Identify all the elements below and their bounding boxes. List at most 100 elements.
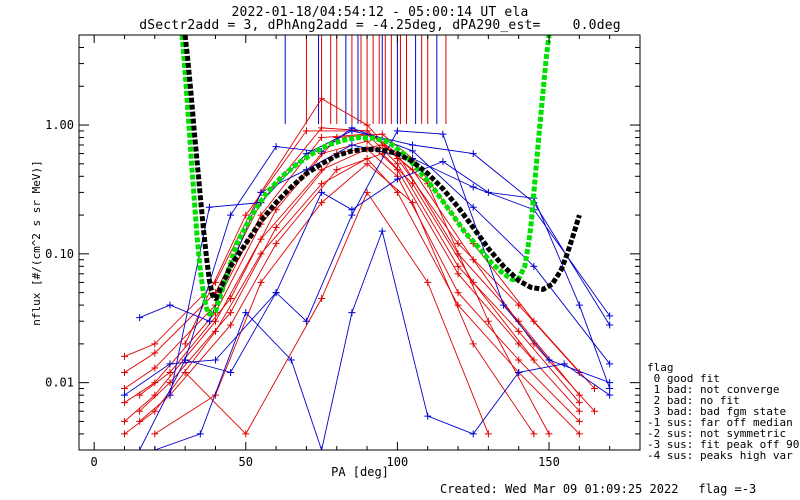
data-point [120, 417, 128, 425]
data-point [439, 158, 447, 166]
legend-item: -2 sus: not symmetric [647, 427, 787, 440]
legend-item: 0 good fit [647, 372, 720, 385]
data-point [151, 349, 159, 357]
data-point [181, 340, 189, 348]
x-tick-label: 100 [387, 455, 409, 469]
vertical-marker-lines [284, 35, 447, 124]
legend-item: 3 bad: bad fgm state [647, 405, 787, 418]
created-timestamp: Created: Wed Mar 09 01:09:25 2022 [440, 482, 679, 496]
legend-item: -3 sus: fit peak off 90 [647, 438, 800, 451]
data-point [575, 399, 583, 407]
data-point [348, 141, 356, 149]
data-point [318, 124, 326, 132]
data-point [469, 203, 477, 211]
data-point [287, 356, 295, 364]
fit-curve-black [182, 35, 582, 301]
data-point [257, 188, 265, 196]
data-point [227, 321, 235, 329]
data-point [318, 180, 326, 188]
data-point [484, 317, 492, 325]
fit-curves-group [179, 35, 582, 317]
data-point [484, 188, 492, 196]
series-line [154, 163, 535, 435]
data-point [545, 356, 553, 364]
legend-item: 2 bad: no fit [647, 394, 740, 407]
data-point [363, 160, 371, 168]
data-point [606, 385, 614, 393]
data-point [348, 124, 356, 132]
data-point [211, 327, 219, 335]
legend-title: flag [647, 361, 674, 374]
x-tick-label: 150 [538, 455, 560, 469]
data-point [530, 262, 538, 270]
data-point [302, 317, 310, 325]
series-line [124, 133, 580, 403]
flag-legend: flag 0 good fit 1 bad: not converge 2 ba… [647, 362, 799, 461]
data-point [530, 356, 538, 364]
data-point [606, 312, 614, 320]
data-point [515, 327, 523, 335]
data-point [439, 130, 447, 138]
data-point [515, 368, 523, 376]
x-axis-label: PA [deg] [331, 465, 389, 479]
data-point [560, 360, 568, 368]
series-line [184, 191, 489, 435]
data-point [424, 412, 432, 420]
y-tick-label: 0.01 [45, 376, 74, 390]
data-point [151, 340, 159, 348]
data-point [393, 160, 401, 168]
data-point [606, 321, 614, 329]
data-point [575, 301, 583, 309]
data-point [469, 183, 477, 191]
data-point [591, 407, 599, 415]
data-point [363, 121, 371, 129]
data-point [575, 391, 583, 399]
data-point [272, 206, 280, 214]
data-point [454, 262, 462, 270]
y-axis-label: nflux [#/(cm^2 s sr MeV)] [30, 160, 43, 326]
data-point [348, 206, 356, 214]
data-point [227, 309, 235, 317]
data-point [469, 256, 477, 264]
data-point [318, 95, 326, 103]
y-tick-label: 0.10 [45, 247, 74, 261]
data-point [166, 368, 174, 376]
data-point [196, 430, 204, 438]
data-point [348, 309, 356, 317]
chart-title-line1: 2022-01-18/04:54:12 - 05:00:14 UT ela [231, 5, 529, 20]
data-point [205, 203, 213, 211]
data-point [166, 360, 174, 368]
data-point [500, 301, 508, 309]
data-point [136, 417, 144, 425]
data-point [120, 391, 128, 399]
data-point [469, 150, 477, 158]
series-line [154, 229, 610, 450]
data-point [151, 379, 159, 387]
data-point [318, 295, 326, 303]
data-point [515, 356, 523, 364]
data-point [393, 166, 401, 174]
data-point [575, 430, 583, 438]
legend-item: -4 sus: peaks high var [647, 449, 793, 462]
data-point [227, 368, 235, 376]
data-point [409, 147, 417, 155]
data-point [151, 407, 159, 415]
fit-curve-green [179, 35, 552, 317]
data-point [454, 240, 462, 248]
data-point [469, 340, 477, 348]
data-point [318, 134, 326, 142]
data-point [120, 430, 128, 438]
data-point [318, 188, 326, 196]
data-point [272, 224, 280, 232]
data-point [302, 127, 310, 135]
data-point [606, 391, 614, 399]
data-point [242, 430, 250, 438]
data-point [205, 317, 213, 325]
x-tick-label: 0 [91, 455, 98, 469]
data-point [606, 360, 614, 368]
data-point [530, 430, 538, 438]
chart-title-line2: dSectr2add = 3, dPhAng2add = -4.25deg, d… [139, 18, 621, 33]
data-point [393, 127, 401, 135]
data-point [272, 240, 280, 248]
